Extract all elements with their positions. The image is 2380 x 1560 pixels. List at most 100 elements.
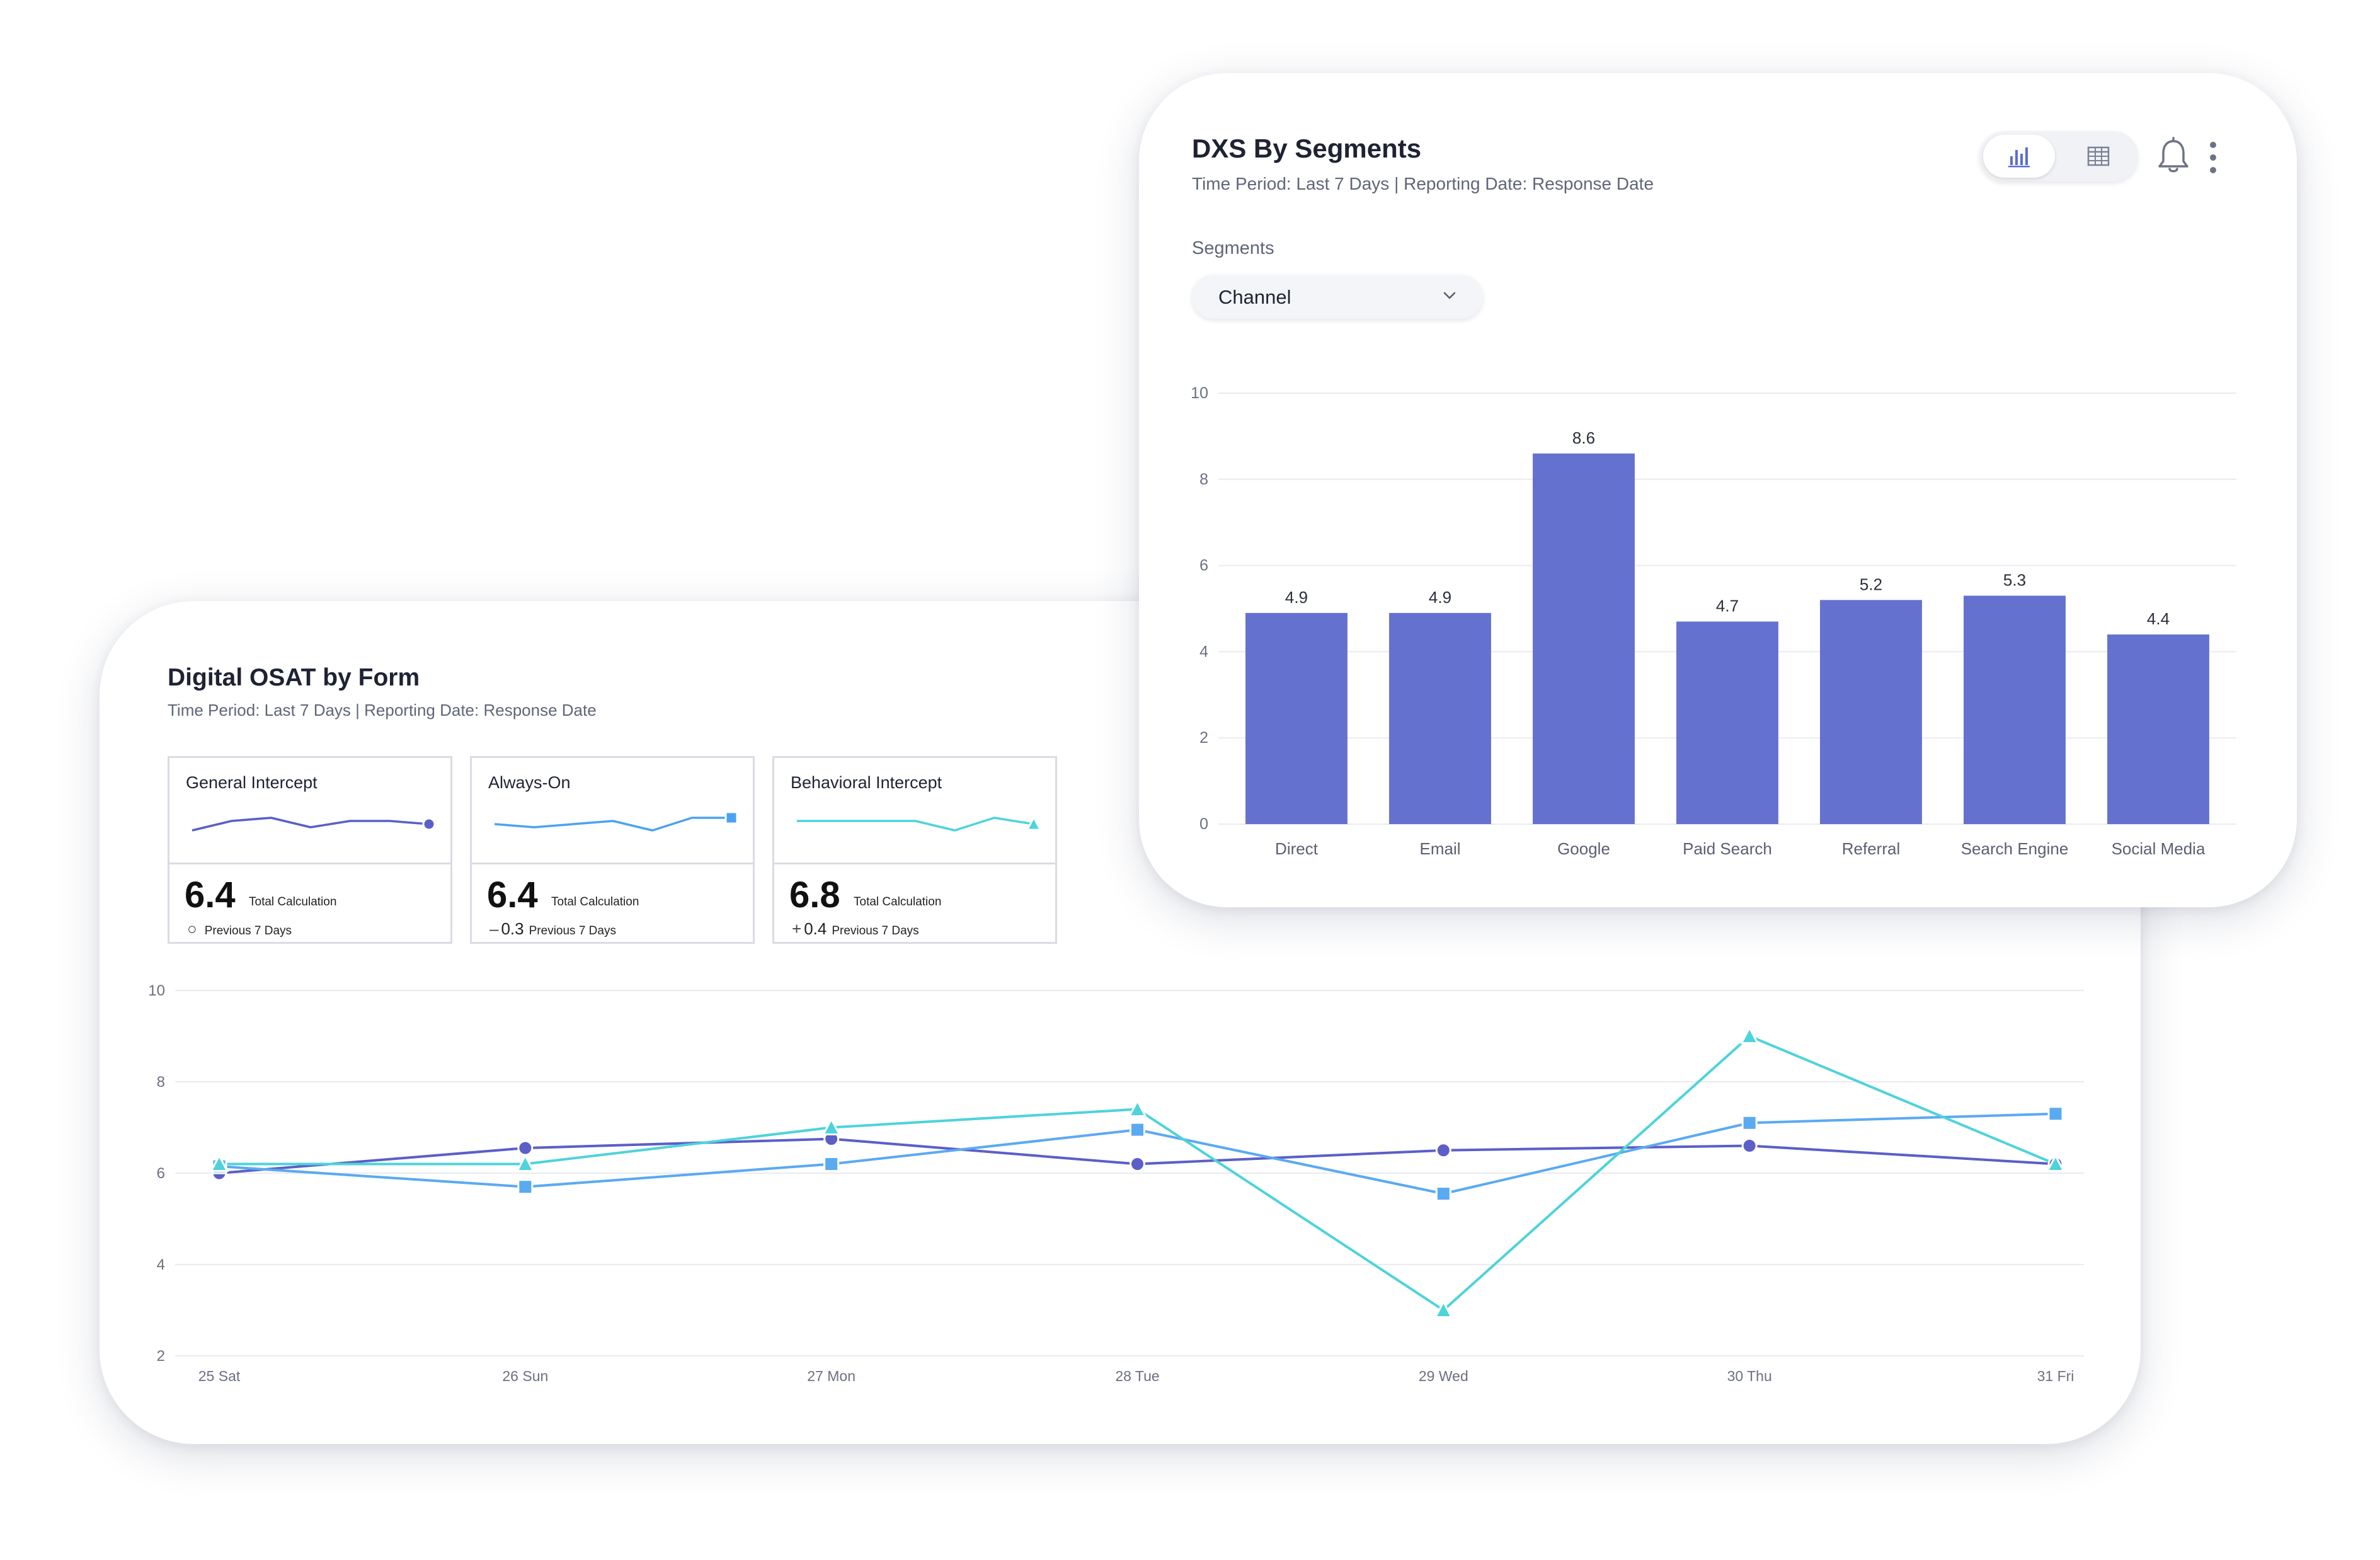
y-tick-label: 2: [1199, 729, 1208, 747]
bar: [1676, 621, 1778, 824]
more-vertical-icon[interactable]: [2204, 137, 2223, 178]
data-point: [1435, 1186, 1451, 1202]
table-icon: [2087, 146, 2110, 166]
bar-value-label: 4.9: [1285, 588, 1308, 607]
data-point: [1435, 1142, 1451, 1159]
bar-value-label: 4.4: [2147, 609, 2170, 628]
sparkline: [797, 815, 1041, 832]
metric-value: 6.4: [487, 875, 538, 915]
metric-tile-behavioral-intercept[interactable]: Behavioral Intercept 6.8 Total Calculati…: [772, 756, 1057, 944]
metric-label: Always-On: [488, 773, 571, 792]
metric-value: 6.4: [185, 875, 236, 915]
x-tick-label: 28 Tue: [1115, 1368, 1159, 1384]
segments-dropdown[interactable]: Channel: [1192, 275, 1483, 319]
data-point: [1741, 1115, 1758, 1131]
data-point: [821, 1117, 841, 1135]
bell-icon[interactable]: [2154, 136, 2192, 176]
bar: [1820, 600, 1922, 824]
chevron-down-icon: [1443, 292, 1456, 299]
metric-delta-row: –0.3 Previous 7 Days: [489, 919, 616, 939]
data-point: [517, 1140, 534, 1156]
dxs-by-segments-card: DXS By Segments Time Period: Last 7 Days…: [1139, 73, 2297, 907]
metric-label: Behavioral Intercept: [791, 773, 942, 792]
metric-delta-row: ○ Previous 7 Days: [187, 919, 292, 939]
table-view-button[interactable]: [2062, 135, 2134, 178]
y-tick-label: 0: [1199, 815, 1208, 833]
x-tick-label: Email: [1419, 839, 1460, 858]
plus-icon: +: [792, 919, 802, 938]
osat-card-subtitle: Time Period: Last 7 Days | Reporting Dat…: [168, 701, 597, 720]
osat-card-title: Digital OSAT by Form: [168, 664, 420, 691]
bar: [1964, 595, 2066, 824]
y-tick-label: 4: [157, 1256, 165, 1273]
x-tick-label: 25 Sat: [198, 1368, 241, 1384]
sparkline: [192, 817, 436, 832]
bar-chart-icon: [2008, 147, 2030, 168]
x-tick-label: 30 Thu: [1727, 1368, 1772, 1384]
y-tick-label: 6: [157, 1165, 165, 1182]
metric-divider: [774, 863, 1055, 864]
sparkline-path: [494, 817, 731, 832]
metric-delta-row: +0.4 Previous 7 Days: [792, 919, 919, 939]
x-tick-label: 26 Sun: [502, 1368, 548, 1384]
dxs-card-subtitle: Time Period: Last 7 Days | Reporting Dat…: [1192, 174, 1654, 193]
metric-caption: Total Calculation: [249, 895, 337, 909]
metric-delta-caption: Previous 7 Days: [204, 924, 292, 938]
metric-tile-always-on[interactable]: Always-On 6.4 Total Calculation –0.3 Prev…: [470, 756, 755, 944]
metric-delta-caption: Previous 7 Days: [832, 924, 919, 938]
data-point: [209, 1154, 229, 1172]
dxs-card-title: DXS By Segments: [1192, 134, 1422, 163]
data-point: [823, 1156, 840, 1172]
bar-value-label: 8.6: [1572, 428, 1595, 447]
bar-value-label: 4.9: [1429, 588, 1451, 607]
metric-delta: 0.4: [804, 919, 827, 938]
metric-caption: Total Calculation: [854, 895, 942, 909]
sparkline: [494, 811, 738, 832]
data-point: [1130, 1156, 1145, 1172]
x-tick-label: 29 Wed: [1419, 1368, 1468, 1384]
metric-divider: [169, 863, 450, 864]
sparkline-end-marker: [1026, 815, 1041, 831]
data-point: [517, 1179, 534, 1195]
bar: [1533, 453, 1635, 824]
y-tick-label: 8: [1199, 471, 1208, 488]
bar: [1389, 612, 1491, 824]
y-tick-label: 4: [1199, 643, 1208, 660]
sparkline-path: [192, 817, 430, 832]
data-point: [1740, 1026, 1759, 1044]
bar: [2107, 634, 2209, 824]
metric-value: 6.8: [789, 875, 840, 915]
bar: [1245, 612, 1347, 824]
minus-icon: –: [489, 919, 499, 938]
osat-line-chart: 2 4 6 8 10 25 Sat 26 Sun 27 Mon 28 Tue 29 Wed 30 T…: [148, 982, 2084, 1384]
x-tick-label: 31 Fri: [2037, 1368, 2074, 1384]
view-toggle: [1979, 131, 2138, 181]
y-tick-label: 2: [157, 1348, 165, 1365]
neutral-circle-icon: ○: [187, 919, 197, 938]
data-point: [2047, 1106, 2064, 1122]
metric-label: General Intercept: [186, 773, 318, 792]
metric-caption: Total Calculation: [551, 895, 639, 909]
x-tick-label: Referral: [1842, 839, 1900, 858]
x-tick-label: Direct: [1275, 839, 1319, 858]
bar-value-label: 4.7: [1716, 597, 1739, 616]
x-tick-label: Paid Search: [1683, 839, 1772, 858]
sparkline-path: [797, 817, 1034, 832]
x-tick-label: Search Engine: [1961, 839, 2069, 858]
data-point: [1741, 1138, 1758, 1154]
data-point: [2045, 1154, 2066, 1172]
segments-label: Segments: [1192, 238, 1274, 258]
data-point: [515, 1154, 535, 1172]
y-tick-label: 10: [148, 982, 165, 999]
y-tick-label: 10: [1191, 384, 1208, 402]
y-tick-label: 8: [157, 1074, 165, 1091]
data-point: [1128, 1099, 1147, 1117]
y-tick-label: 6: [1199, 557, 1208, 575]
metric-delta-caption: Previous 7 Days: [529, 924, 616, 938]
dxs-bar-chart: 0 2 4 6 8 10 4.9 Direct 4.9 Email 8.6 Google 4.7 Paid…: [1191, 384, 2236, 858]
chart-view-button[interactable]: [1983, 135, 2055, 178]
metric-tile-general-intercept[interactable]: General Intercept 6.4 Total Calculation …: [168, 756, 452, 944]
data-point: [1434, 1300, 1453, 1318]
segments-dropdown-value: Channel: [1218, 286, 1291, 308]
metric-divider: [472, 863, 753, 864]
